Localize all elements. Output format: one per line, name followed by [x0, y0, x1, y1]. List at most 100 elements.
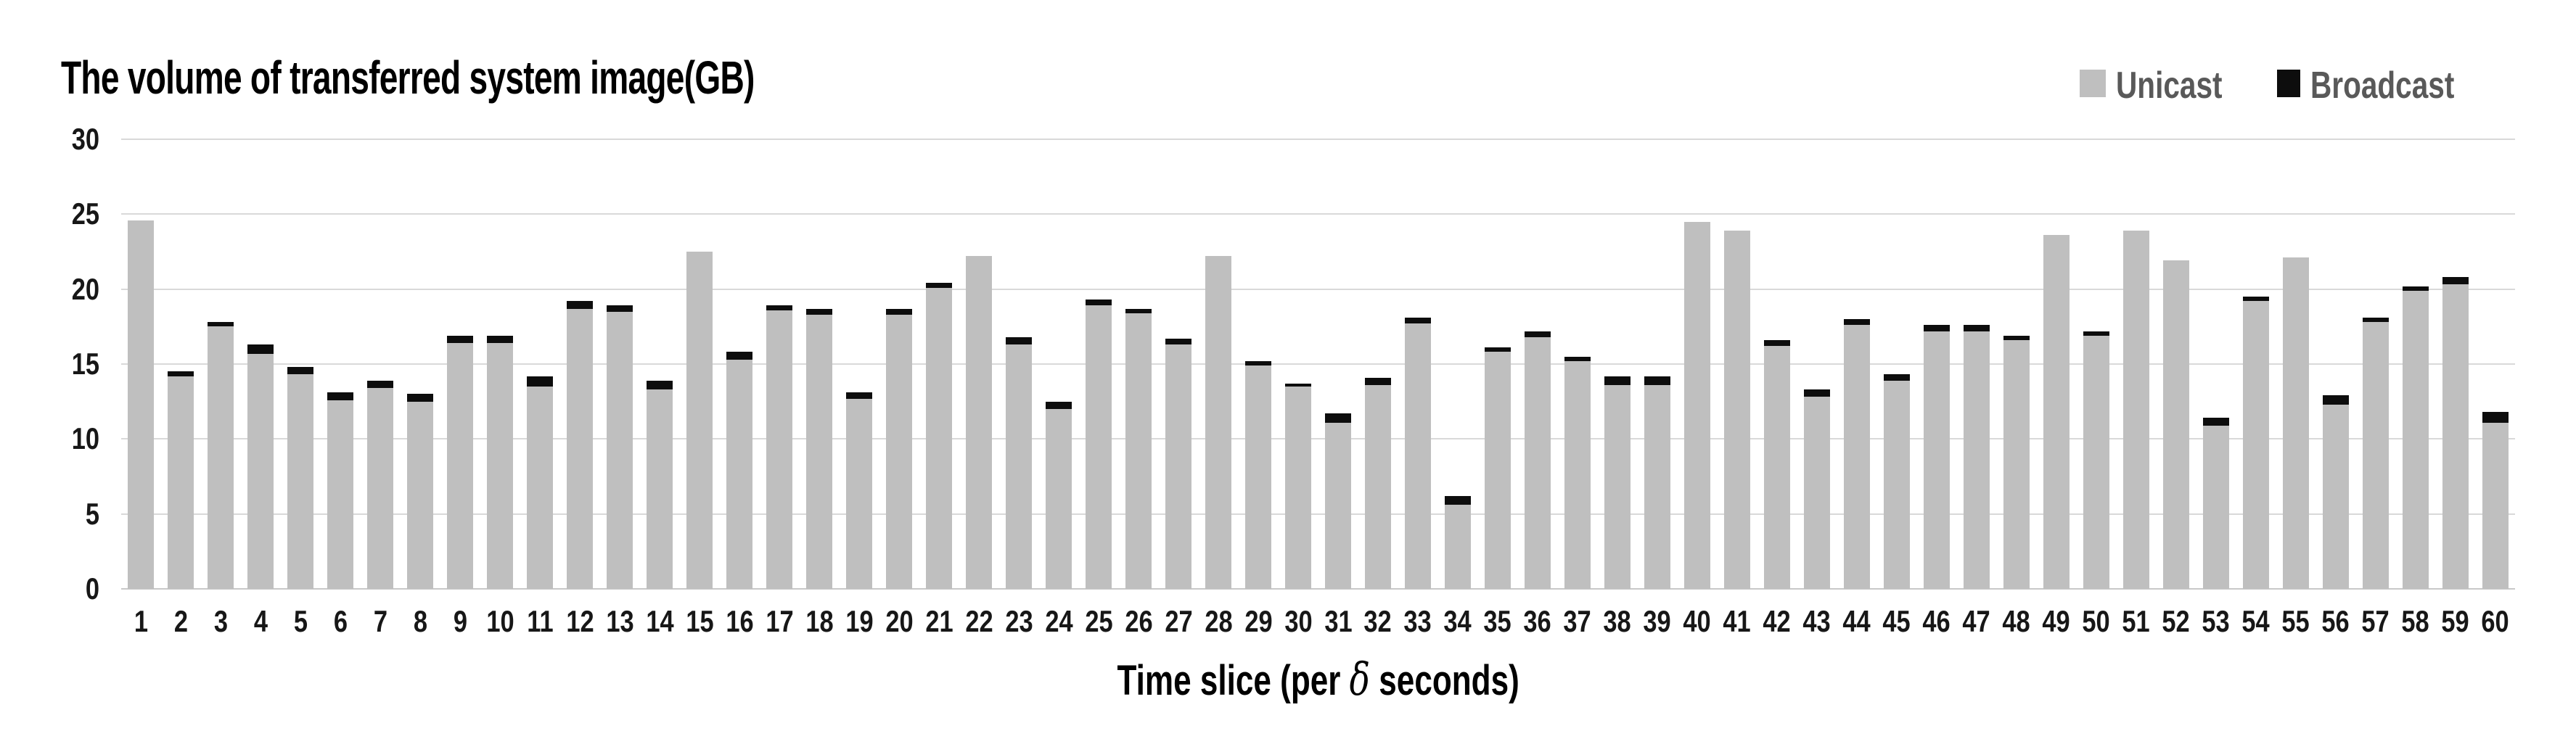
bar-broadcast-48: [2003, 335, 2030, 340]
x-tick-label-2: 2: [173, 604, 189, 638]
bar-unicast-50: [2083, 335, 2109, 589]
x-axis-title-post: seconds): [1369, 657, 1519, 704]
gridline-y-20: [121, 288, 2515, 290]
bar-31: [1318, 139, 1358, 589]
bar-broadcast-3: [208, 322, 234, 327]
legend: Unicast Broadcast: [0, 0, 2576, 116]
bar-unicast-15: [686, 252, 713, 589]
x-tick-label-39: 39: [1643, 604, 1671, 638]
bar-unicast-44: [1843, 325, 1870, 589]
bar-unicast-36: [1524, 336, 1551, 589]
bar-38: [1597, 139, 1637, 589]
bar-unicast-48: [2003, 339, 2030, 589]
x-tick-label-50: 50: [2082, 604, 2110, 638]
bar-58: [2395, 139, 2435, 589]
x-tick-label-34: 34: [1443, 604, 1472, 638]
bar-48: [1996, 139, 2036, 589]
bar-unicast-21: [926, 287, 953, 589]
bar-broadcast-16: [726, 352, 753, 360]
bar-broadcast-35: [1484, 347, 1511, 352]
bar-22: [959, 139, 999, 589]
x-tick-label-47: 47: [1962, 604, 1990, 638]
bar-broadcast-12: [567, 301, 594, 309]
bar-unicast-9: [447, 343, 474, 589]
bar-unicast-53: [2202, 425, 2229, 589]
bar-37: [1557, 139, 1597, 589]
bar-56: [2315, 139, 2355, 589]
bar-unicast-55: [2282, 257, 2309, 589]
bar-unicast-23: [1006, 344, 1033, 589]
x-tick-label-54: 54: [2241, 604, 2270, 638]
x-tick-label-57: 57: [2361, 604, 2390, 638]
bar-unicast-13: [607, 311, 633, 589]
x-tick-label-37: 37: [1563, 604, 1592, 638]
bar-unicast-12: [567, 308, 594, 589]
bar-unicast-31: [1324, 422, 1351, 589]
chart-title: The volume of transferred system image(G…: [61, 51, 755, 104]
bar-42: [1757, 139, 1797, 589]
bar-unicast-43: [1803, 397, 1830, 589]
bar-2: [161, 139, 201, 589]
bar-14: [640, 139, 680, 589]
bar-unicast-28: [1205, 256, 1232, 589]
bar-unicast-7: [367, 388, 394, 589]
x-tick-label-11: 11: [527, 604, 554, 638]
bar-unicast-24: [1046, 409, 1072, 589]
x-tick-label-60: 60: [2481, 604, 2509, 638]
x-tick-label-13: 13: [606, 604, 634, 638]
y-tick-label-30: 30: [71, 122, 99, 156]
x-tick-label-23: 23: [1004, 604, 1033, 638]
bar-broadcast-44: [1843, 319, 1870, 326]
bar-broadcast-8: [407, 394, 434, 402]
bar-44: [1837, 139, 1876, 589]
bar-broadcast-50: [2083, 331, 2109, 336]
bar-53: [2196, 139, 2236, 589]
bar-12: [560, 139, 600, 589]
gridline-y-25: [121, 213, 2515, 215]
bar-7: [361, 139, 401, 589]
bar-29: [1239, 139, 1279, 589]
bar-broadcast-19: [846, 392, 873, 399]
x-tick-label-48: 48: [2002, 604, 2030, 638]
bar-60: [2475, 139, 2515, 589]
bar-broadcast-14: [647, 380, 673, 390]
x-tick-label-20: 20: [885, 604, 914, 638]
bar-24: [1039, 139, 1079, 589]
x-tick-label-6: 6: [333, 604, 348, 638]
legend-label-broadcast: Broadcast: [2310, 65, 2455, 107]
bar-unicast-34: [1444, 505, 1471, 589]
bar-broadcast-27: [1165, 338, 1192, 345]
bar-broadcast-42: [1763, 339, 1790, 347]
bar-unicast-58: [2402, 290, 2429, 589]
bar-30: [1279, 139, 1318, 589]
bar-broadcast-2: [168, 371, 194, 376]
delta-symbol: δ: [1349, 653, 1370, 706]
bar-35: [1477, 139, 1517, 589]
bar-19: [840, 139, 879, 589]
bar-broadcast-6: [327, 392, 354, 400]
bar-21: [919, 139, 959, 589]
x-tick-label-3: 3: [213, 604, 229, 638]
gridline-y-5: [121, 513, 2515, 515]
bar-8: [401, 139, 440, 589]
bar-unicast-49: [2043, 235, 2070, 589]
bar-unicast-41: [1723, 231, 1750, 589]
y-tick-label-25: 25: [71, 197, 99, 231]
bar-25: [1079, 139, 1119, 589]
bar-broadcast-20: [886, 308, 913, 315]
bar-broadcast-5: [287, 367, 314, 375]
x-tick-label-41: 41: [1723, 604, 1751, 638]
bar-15: [680, 139, 720, 589]
bar-unicast-38: [1604, 384, 1630, 589]
bar-10: [480, 139, 520, 589]
bar-27: [1159, 139, 1199, 589]
x-tick-label-27: 27: [1164, 604, 1193, 638]
bar-unicast-51: [2122, 231, 2149, 589]
bar-3: [201, 139, 241, 589]
x-tick-label-1: 1: [134, 604, 149, 638]
bar-broadcast-4: [247, 344, 274, 354]
bar-unicast-42: [1763, 346, 1790, 589]
bar-unicast-20: [886, 314, 913, 589]
x-tick-label-32: 32: [1363, 604, 1392, 638]
bar-59: [2435, 139, 2475, 589]
